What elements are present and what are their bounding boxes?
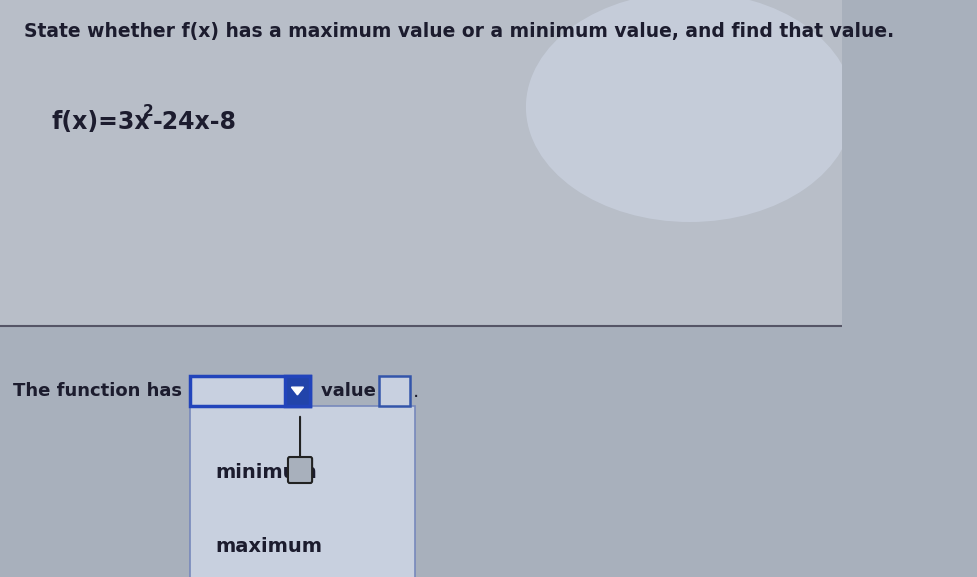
FancyBboxPatch shape [190, 376, 311, 406]
Ellipse shape [526, 0, 854, 222]
Text: State whether f(x) has a maximum value or a minimum value, and find that value.: State whether f(x) has a maximum value o… [24, 22, 894, 41]
FancyBboxPatch shape [288, 457, 312, 483]
Polygon shape [291, 387, 304, 395]
Text: 🖱: 🖱 [295, 413, 313, 442]
Text: The function has a: The function has a [13, 382, 200, 400]
FancyBboxPatch shape [0, 326, 842, 577]
Text: minimum: minimum [216, 463, 318, 481]
Text: 2: 2 [143, 104, 153, 119]
FancyBboxPatch shape [0, 0, 842, 326]
FancyBboxPatch shape [379, 376, 410, 406]
Text: maximum: maximum [216, 537, 322, 556]
Text: value of: value of [320, 382, 402, 400]
FancyBboxPatch shape [284, 376, 311, 406]
Text: -24x-8: -24x-8 [152, 110, 236, 134]
Text: .: . [413, 381, 419, 400]
FancyBboxPatch shape [190, 406, 414, 577]
Text: f(x)=3x: f(x)=3x [52, 110, 150, 134]
